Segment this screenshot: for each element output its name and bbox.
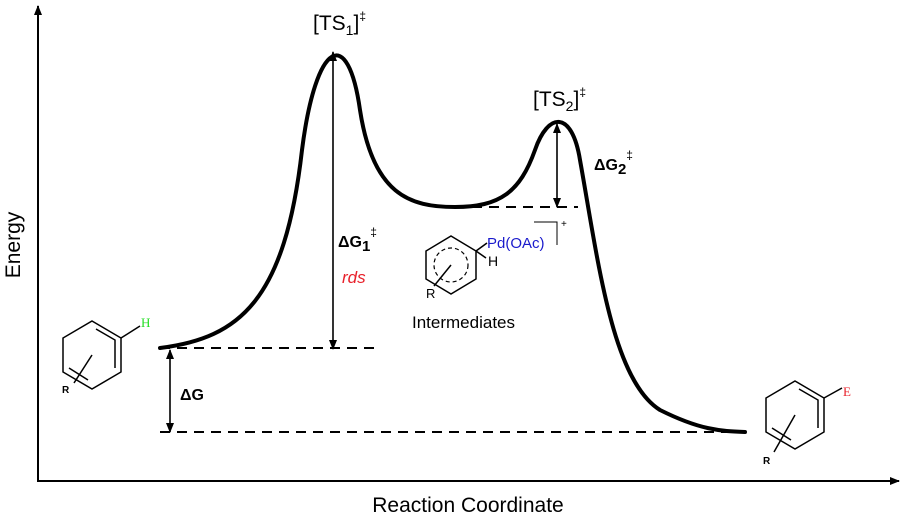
ts2-sup: ‡ [579,85,586,99]
intermediate-r: R [426,286,435,301]
intermediate-charge: + [561,219,567,230]
reactant-bond [120,325,141,339]
reactant-double-bond [68,367,89,381]
dg1-symbol: ΔG [338,234,362,251]
intermediate-h: H [488,253,498,269]
intermediate-h-bond [475,250,487,259]
ts2-prefix: [TS [533,88,566,111]
x-axis-label: Reaction Coordinate [372,494,563,517]
ts1-suffix: ] [353,12,359,35]
ts1-prefix: [TS [313,12,346,35]
intermediates-label: Intermediates [412,313,515,332]
reactant-r-bond [73,354,93,384]
ts1-sub: 1 [346,22,354,38]
dg2-sup: ‡ [626,148,633,162]
ts1-sup: ‡ [359,9,366,23]
intermediate-dashed-ring [433,247,469,283]
ts2-sub: 2 [566,98,574,114]
reactant-r: R [62,385,70,396]
product-e: E [843,384,851,399]
intermediate-bracket [534,221,558,245]
ts2-suffix: ] [573,88,579,111]
dg1-sub: 1 [362,238,370,255]
dg1-sup: ‡ [370,225,377,239]
dg2-label: ΔG2‡ [594,148,633,178]
product-double-bond [798,388,819,428]
dg1-label: ΔG1‡ [338,225,377,255]
ts2-label: [TS2]‡ [533,85,586,114]
energy-curve [158,53,747,434]
product-bond [823,387,843,399]
intermediate-r-bond [433,264,452,287]
ts1-label: [TS1]‡ [313,9,366,38]
reactant-double-bond [95,328,116,368]
intermediate-pd-bond [475,242,488,252]
dg2-symbol: ΔG [594,157,618,174]
y-axis-label: Energy [2,211,25,278]
product-r-bond [773,414,796,453]
dg2-sub: 2 [618,161,626,178]
product-r: R [763,456,771,467]
reactant-h: H [141,315,150,330]
rds-label: rds [342,268,366,287]
dg-label: ΔG [180,387,204,404]
product-double-bond [771,427,792,441]
intermediate-pd: Pd(OAc) [487,235,545,252]
